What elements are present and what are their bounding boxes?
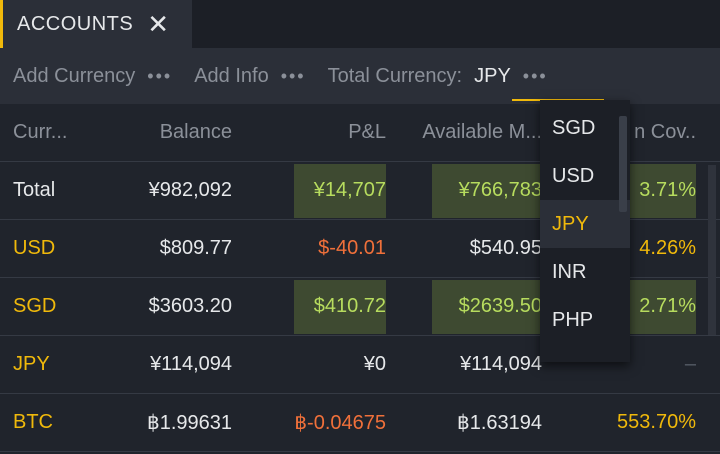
dropdown-option-jpy[interactable]: JPY bbox=[540, 200, 630, 248]
table-row[interactable]: USD $809.77 $-40.01 $540.95 4.26% bbox=[0, 220, 720, 278]
total-currency-label: Total Currency: bbox=[327, 64, 463, 87]
column-header-pnl[interactable]: P&L bbox=[348, 121, 386, 143]
pnl-highlight bbox=[294, 280, 386, 334]
dropdown-option-php[interactable]: PHP bbox=[552, 308, 594, 331]
currency-name: Total bbox=[13, 179, 56, 201]
coverage-value: 553.70% bbox=[617, 411, 696, 433]
available-highlight bbox=[432, 164, 542, 218]
add-info-label[interactable]: Add Info bbox=[194, 64, 269, 87]
add-currency-label[interactable]: Add Currency bbox=[13, 64, 136, 87]
tab-bar: ACCOUNTS ✕ bbox=[0, 0, 720, 48]
pnl-value: ¥14,707 bbox=[313, 179, 386, 201]
total-currency-select[interactable]: Total Currency: JPY ••• bbox=[328, 48, 604, 104]
available-value: $540.95 bbox=[469, 237, 542, 259]
currency-name: SGD bbox=[13, 295, 57, 317]
table-row[interactable]: JPY ¥114,094 ¥0 ¥114,094 – bbox=[0, 336, 720, 394]
tab-label: ACCOUNTS bbox=[17, 12, 134, 35]
balance-value: ¥982,092 bbox=[148, 179, 232, 201]
total-currency-more-icon[interactable]: ••• bbox=[522, 65, 548, 86]
available-value: $2639.50 bbox=[458, 295, 542, 317]
coverage-value: 3.71% bbox=[639, 179, 696, 201]
column-header-balance[interactable]: Balance bbox=[159, 121, 232, 143]
pnl-highlight bbox=[294, 164, 386, 218]
available-value: ฿1.63194 bbox=[456, 412, 542, 434]
total-currency-value[interactable]: JPY bbox=[474, 64, 511, 87]
dropdown-option-sgd[interactable]: SGD bbox=[552, 116, 596, 139]
accounts-table: Curr... Balance P&L Available M... n Cov… bbox=[0, 104, 720, 452]
pnl-value: ¥0 bbox=[363, 353, 386, 375]
currency-name: BTC bbox=[13, 411, 53, 433]
balance-value: $3603.20 bbox=[148, 295, 232, 317]
table-row[interactable]: Total ¥982,092 ¥14,707 ¥766,783 3.71% bbox=[0, 162, 720, 220]
currency-name: USD bbox=[13, 237, 56, 259]
table-header-row: Curr... Balance P&L Available M... n Cov… bbox=[0, 104, 720, 162]
column-header-available-margin[interactable]: Available M... bbox=[422, 121, 542, 143]
available-value: ¥766,783 bbox=[458, 179, 542, 201]
dropdown-option-inr[interactable]: INR bbox=[552, 260, 587, 283]
toolbar: Add Currency ••• Add Info ••• Total Curr… bbox=[0, 48, 720, 104]
add-currency-more-icon[interactable]: ••• bbox=[147, 65, 173, 86]
balance-value: $809.77 bbox=[159, 237, 232, 259]
dropdown-scrollbar[interactable] bbox=[619, 116, 627, 212]
dropdown-option-usd[interactable]: USD bbox=[552, 164, 595, 187]
coverage-value: – bbox=[684, 353, 696, 375]
available-value: ¥114,094 bbox=[460, 353, 542, 375]
column-header-currency[interactable]: Curr... bbox=[13, 121, 68, 143]
coverage-value: 4.26% bbox=[639, 237, 696, 259]
tab-accounts[interactable]: ACCOUNTS ✕ bbox=[0, 0, 192, 48]
available-highlight bbox=[432, 280, 542, 334]
currency-dropdown: SGD USD JPY INR PHP bbox=[540, 100, 630, 362]
pnl-value: $410.72 bbox=[313, 295, 386, 317]
table-row[interactable]: SGD $3603.20 $410.72 $2639.50 2.71% bbox=[0, 278, 720, 336]
balance-value: ¥114,094 bbox=[150, 353, 232, 375]
pnl-value: ฿-0.04675 bbox=[294, 412, 386, 434]
table-row[interactable]: BTC ฿1.99631 ฿-0.04675 ฿1.63194 553.70% bbox=[0, 394, 720, 452]
balance-value: ฿1.99631 bbox=[146, 412, 232, 434]
pnl-value: $-40.01 bbox=[318, 237, 386, 259]
add-info-more-icon[interactable]: ••• bbox=[280, 65, 306, 86]
column-header-coverage[interactable]: n Cov.. bbox=[634, 121, 696, 143]
currency-name: JPY bbox=[13, 353, 50, 375]
close-icon[interactable]: ✕ bbox=[147, 9, 170, 39]
coverage-value: 2.71% bbox=[639, 295, 696, 317]
table-scrollbar[interactable] bbox=[708, 165, 716, 335]
